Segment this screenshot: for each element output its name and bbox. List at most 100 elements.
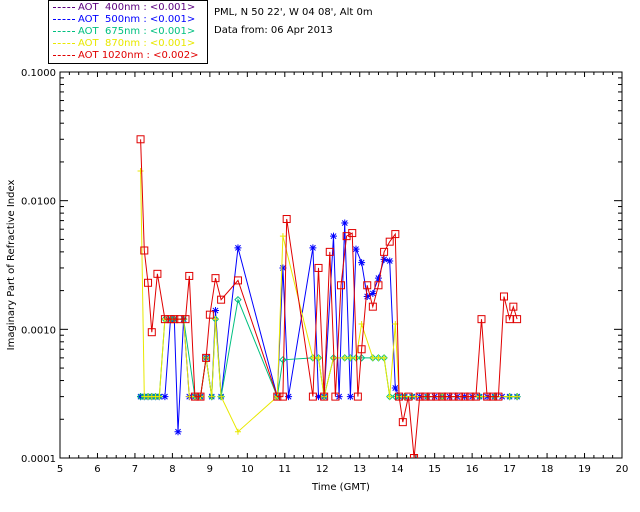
data-point xyxy=(460,392,469,401)
data-point xyxy=(278,392,287,401)
y-tick-label: 0.0100 xyxy=(21,197,56,208)
data-point xyxy=(140,246,149,255)
series-line xyxy=(140,139,518,458)
x-tick-label: 18 xyxy=(541,464,554,475)
x-tick-label: 9 xyxy=(207,464,213,475)
data-point xyxy=(380,255,388,263)
data-point xyxy=(352,245,360,253)
data-point xyxy=(218,393,225,400)
legend-item-500nm: AOT 500nm : <0.001> xyxy=(53,14,195,26)
data-point xyxy=(369,354,377,362)
legend-label: AOT 1020nm : <0.002> xyxy=(78,50,199,61)
site-info: PML, N 50 22', W 04 08', Alt 0m xyxy=(214,7,373,18)
legend-item-870nm: AOT 870nm : <0.001> xyxy=(53,38,195,50)
data-point xyxy=(331,392,340,401)
y-tick-label: 0.0010 xyxy=(21,325,56,336)
data-point xyxy=(279,264,287,272)
data-point xyxy=(357,354,366,362)
data-point xyxy=(330,232,338,240)
data-point xyxy=(153,269,162,278)
data-point xyxy=(285,393,293,401)
series-aot1020nm xyxy=(136,135,522,458)
date-info: Data from: 06 Apr 2013 xyxy=(214,25,333,36)
data-point xyxy=(374,281,383,290)
data-point xyxy=(391,230,400,239)
plot-area xyxy=(59,71,623,459)
data-point xyxy=(357,345,366,354)
legend-item-400nm: AOT 400nm : <0.001> xyxy=(53,2,195,14)
legend-label: AOT 400nm : <0.001> xyxy=(78,2,196,13)
data-point xyxy=(443,392,452,401)
data-point xyxy=(315,354,322,361)
data-point xyxy=(234,428,241,435)
data-point xyxy=(385,237,394,246)
x-tick-label: 10 xyxy=(241,464,254,475)
data-point xyxy=(426,392,435,401)
data-point xyxy=(369,289,377,297)
data-point xyxy=(170,315,179,324)
data-point xyxy=(514,393,521,400)
data-point xyxy=(471,392,480,401)
data-point xyxy=(374,354,383,362)
data-point xyxy=(499,292,508,301)
x-tick-label: 13 xyxy=(353,464,366,475)
axis-ticks: 5 6 7 8 9 10 11 12 13 14 15 16 17 18 19 20 0.0001 0.0010 0… xyxy=(21,68,628,475)
data-point xyxy=(346,393,354,401)
data-point xyxy=(185,271,194,280)
x-tick-label: 14 xyxy=(391,464,404,475)
data-point xyxy=(466,392,475,401)
x-tick-label: 16 xyxy=(466,464,479,475)
data-point xyxy=(395,392,404,401)
data-point xyxy=(309,244,317,252)
data-point xyxy=(205,310,214,319)
data-point xyxy=(161,393,169,401)
data-point xyxy=(314,263,323,272)
data-point xyxy=(363,292,371,300)
data-point xyxy=(325,247,334,256)
data-point xyxy=(363,281,372,290)
data-point xyxy=(174,428,182,436)
y-tick-label: 0.0001 xyxy=(21,454,56,465)
data-point xyxy=(337,281,345,290)
data-point xyxy=(137,393,145,401)
data-point xyxy=(234,244,242,252)
data-point xyxy=(381,354,388,361)
data-point xyxy=(211,274,220,283)
x-tick-label: 8 xyxy=(169,464,175,475)
data-point xyxy=(506,393,513,400)
data-point xyxy=(375,354,382,361)
legend-swatch xyxy=(53,18,75,20)
legend-item-1020nm: AOT 1020nm : <0.002> xyxy=(53,50,198,62)
data-point xyxy=(279,356,287,364)
data-point xyxy=(352,354,360,362)
legend-swatch xyxy=(53,42,75,44)
legend-label: AOT 870nm : <0.001> xyxy=(78,38,196,49)
x-tick-label: 20 xyxy=(616,464,629,475)
x-tick-label: 15 xyxy=(428,464,441,475)
data-point xyxy=(341,354,349,362)
data-point xyxy=(308,392,317,401)
x-tick-label: 12 xyxy=(316,464,329,475)
legend-label: AOT 500nm : <0.001> xyxy=(78,14,196,25)
data-point xyxy=(212,316,219,323)
data-point xyxy=(386,257,394,265)
data-point xyxy=(341,219,349,227)
series-layer xyxy=(136,135,522,458)
data-point xyxy=(202,353,211,362)
legend-item-675nm: AOT 675nm : <0.001> xyxy=(53,26,195,38)
legend: AOT 400nm : <0.001> AOT 500nm : <0.001> … xyxy=(48,0,208,64)
x-tick-label: 5 xyxy=(57,464,63,475)
x-tick-label: 19 xyxy=(578,464,591,475)
data-point xyxy=(449,392,458,401)
data-point xyxy=(415,392,424,401)
data-point xyxy=(369,354,376,361)
data-point xyxy=(234,295,242,304)
data-point xyxy=(320,392,329,401)
data-point xyxy=(348,229,357,238)
data-point xyxy=(315,393,323,401)
data-point xyxy=(233,276,242,285)
data-point xyxy=(438,392,447,401)
data-point xyxy=(175,315,184,324)
data-point xyxy=(358,259,366,267)
